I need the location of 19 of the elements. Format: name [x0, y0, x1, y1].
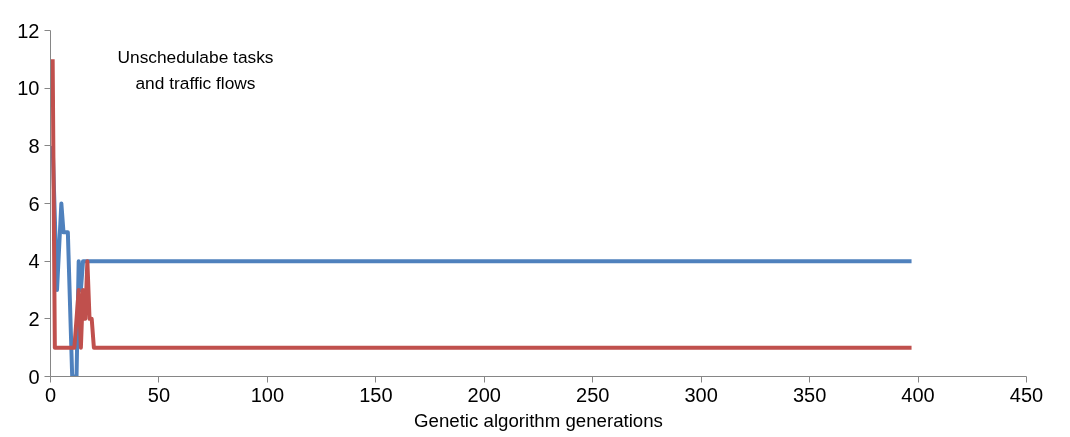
x-tick-label: 250 [576, 383, 610, 406]
x-axis-title: Genetic algorithm generations [414, 409, 663, 431]
y-tick-label: 6 [28, 192, 40, 215]
y-tick-label: 0 [28, 365, 40, 388]
x-tick-label: 300 [684, 383, 718, 406]
y-tick-label: 10 [17, 77, 40, 100]
y-tick-label: 8 [28, 134, 40, 157]
x-tick-label: 450 [1009, 383, 1044, 406]
x-tick-label: 150 [359, 383, 393, 406]
x-tick-label: 400 [901, 383, 935, 406]
y-tick-label: 12 [17, 19, 40, 42]
x-tick-label: 200 [467, 383, 501, 406]
x-tick-label: 100 [250, 383, 285, 406]
x-tick-label: 350 [792, 383, 827, 406]
x-tick-label: 50 [147, 383, 171, 406]
y-tick-label: 2 [28, 307, 40, 330]
y-tick-label: 4 [28, 250, 40, 273]
x-tick-label: 0 [44, 383, 57, 406]
annotation: Unschedulabe tasks and traffic flows [117, 46, 274, 93]
